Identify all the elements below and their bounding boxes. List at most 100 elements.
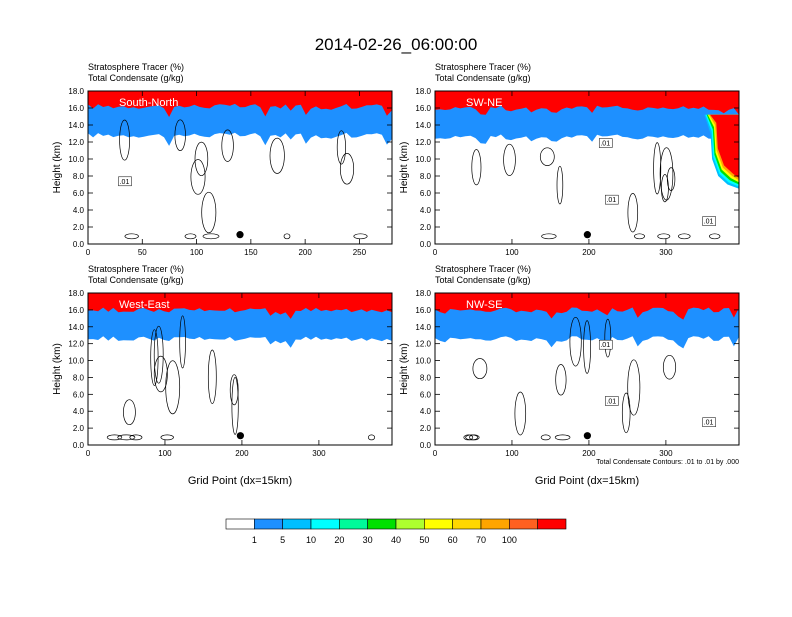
condensate-contour bbox=[123, 399, 136, 426]
y-tick-label: 12.0 bbox=[415, 340, 431, 349]
chart-title-line: Stratosphere Tracer (%) bbox=[88, 264, 184, 274]
condensate-contour bbox=[569, 316, 582, 367]
plot-area: .01 bbox=[88, 91, 392, 244]
x-tick-label: 250 bbox=[353, 248, 367, 257]
x-tick-label: 0 bbox=[86, 449, 91, 458]
y-tick-label: 0.0 bbox=[73, 441, 85, 450]
x-tick-label: 200 bbox=[582, 248, 596, 257]
plot-frame bbox=[87, 90, 393, 245]
y-tick-label: 2.0 bbox=[73, 223, 85, 232]
tracer-band-max bbox=[435, 293, 739, 320]
y-tick-label: 10.0 bbox=[68, 155, 84, 164]
plot-frame bbox=[434, 292, 740, 446]
y-tick-label: 4.0 bbox=[420, 206, 432, 215]
panel-label: NW-SE bbox=[466, 299, 502, 311]
condensate-contour bbox=[627, 359, 641, 416]
condensate-contour bbox=[469, 434, 480, 441]
y-tick-label: 2.0 bbox=[420, 223, 432, 232]
colorbar-swatch bbox=[339, 518, 368, 530]
contour-label-box bbox=[702, 216, 716, 226]
y-tick-label: 8.0 bbox=[73, 373, 85, 382]
plot-area: .01 .01 .01 bbox=[435, 293, 739, 445]
y-tick-label: 10.0 bbox=[68, 357, 84, 366]
condensate-contour bbox=[201, 191, 217, 234]
condensate-contour bbox=[583, 320, 591, 374]
condensate-contour bbox=[129, 434, 143, 441]
condensate-contour bbox=[653, 142, 662, 195]
colorbar-swatch bbox=[367, 518, 397, 530]
condensate-contour bbox=[554, 434, 571, 441]
y-tick-label: 6.0 bbox=[420, 189, 432, 198]
condensate-contour bbox=[179, 315, 186, 369]
y-axis-label: Height (km) bbox=[52, 343, 63, 395]
condensate-contour bbox=[106, 434, 123, 441]
contour-footnote: Total Condensate Contours: .01 to .01 by… bbox=[596, 459, 739, 466]
y-tick-label: 2.0 bbox=[73, 424, 85, 433]
y-tick-label: 8.0 bbox=[420, 172, 432, 181]
condensate-contour bbox=[367, 434, 376, 441]
y-tick-label: 18.0 bbox=[415, 289, 431, 298]
colorbar-swatch bbox=[395, 518, 425, 530]
page-title: 2014-02-26_06:00:00 bbox=[315, 35, 478, 54]
condensate-contour bbox=[190, 159, 206, 195]
plot-area: .01 .01 .01 bbox=[435, 91, 739, 244]
tracer-intrusion bbox=[710, 114, 739, 179]
condensate-contour bbox=[153, 355, 168, 393]
chart-title-line: Stratosphere Tracer (%) bbox=[435, 264, 531, 274]
x-tick-label: 300 bbox=[312, 449, 326, 458]
condensate-contour bbox=[174, 119, 186, 151]
panel-south-north: .01 South-North Stratosphere Tracer (%)Tot… bbox=[52, 62, 393, 257]
colorbar-swatch bbox=[537, 518, 567, 530]
condensate-contour bbox=[269, 137, 285, 174]
panel-label: West-East bbox=[119, 299, 170, 311]
colorbar-label: 10 bbox=[306, 535, 316, 545]
x-tick-label: 300 bbox=[659, 449, 673, 458]
colorbar-swatch bbox=[424, 518, 453, 530]
contour-label: .01 bbox=[704, 219, 714, 226]
panel-label: South-North bbox=[119, 97, 178, 109]
x-axis-label: Grid Point (dx=15km) bbox=[535, 475, 639, 487]
colorbar-swatch bbox=[282, 518, 312, 530]
condensate-contour bbox=[678, 233, 691, 240]
contour-label-box bbox=[702, 417, 716, 427]
y-tick-label: 0.0 bbox=[420, 240, 432, 249]
condensate-contour bbox=[503, 143, 516, 176]
contour-label: .01 bbox=[704, 420, 714, 427]
condensate-contour bbox=[555, 364, 567, 396]
y-tick-label: 12.0 bbox=[68, 138, 84, 147]
y-tick-label: 12.0 bbox=[415, 138, 431, 147]
x-tick-label: 300 bbox=[659, 248, 673, 257]
colorbar-label: 60 bbox=[448, 535, 458, 545]
chart-title-line: Total Condensate (g/kg) bbox=[88, 73, 184, 83]
y-tick-label: 6.0 bbox=[73, 390, 85, 399]
y-tick-label: 16.0 bbox=[415, 306, 431, 315]
colorbar-label: 50 bbox=[419, 535, 429, 545]
condensate-contour bbox=[119, 119, 130, 161]
colorbar-swatch bbox=[254, 518, 283, 530]
y-tick-label: 14.0 bbox=[68, 323, 84, 332]
x-tick-label: 100 bbox=[505, 248, 519, 257]
y-tick-label: 16.0 bbox=[68, 104, 84, 113]
condensate-contour bbox=[709, 233, 721, 240]
y-tick-label: 10.0 bbox=[415, 155, 431, 164]
colorbar-swatch bbox=[509, 518, 538, 530]
panel-west-east: West-East Stratosphere Tracer (%)Total Co… bbox=[52, 264, 393, 487]
condensate-contour bbox=[160, 434, 174, 441]
panel-sw-ne: .01 .01 .01 SW-NE Stratosphere Tracer (%)Tot… bbox=[399, 62, 740, 257]
chart-title-line: Stratosphere Tracer (%) bbox=[88, 62, 184, 72]
plot-frame bbox=[87, 292, 393, 446]
chart-title-line: Total Condensate (g/kg) bbox=[88, 275, 184, 285]
chart-title-line: Total Condensate (g/kg) bbox=[435, 73, 531, 83]
colorbar-label: 70 bbox=[476, 535, 486, 545]
y-tick-label: 4.0 bbox=[73, 407, 85, 416]
condensate-contour bbox=[621, 392, 631, 434]
plot-frame bbox=[434, 90, 740, 245]
condensate-contour bbox=[221, 129, 234, 162]
condensate-contour bbox=[634, 233, 645, 240]
y-tick-label: 8.0 bbox=[73, 172, 85, 181]
contour-label-box bbox=[605, 194, 619, 205]
y-tick-label: 14.0 bbox=[415, 323, 431, 332]
y-tick-label: 8.0 bbox=[420, 373, 432, 382]
